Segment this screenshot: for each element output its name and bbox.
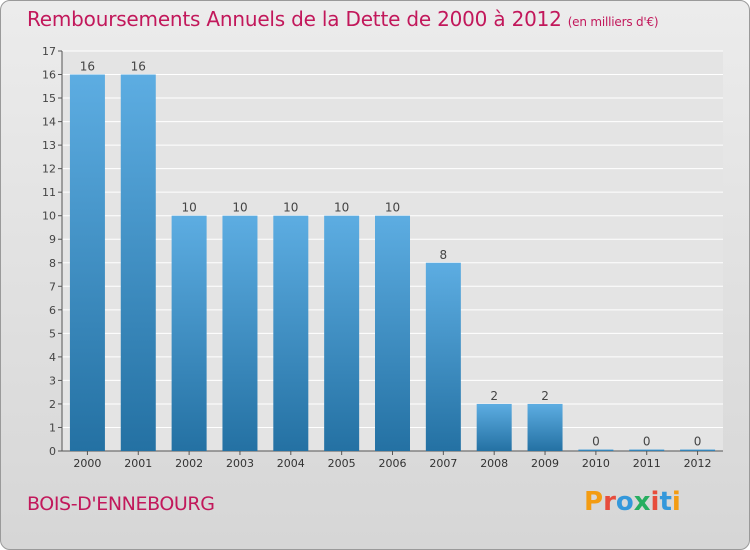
bar-2000: [69, 74, 105, 451]
y-tick-label: 11: [42, 186, 56, 199]
logo-letter: P: [584, 487, 604, 517]
y-tick-label: 5: [49, 327, 56, 340]
data-label: 10: [232, 201, 247, 215]
x-tick-label: 2008: [480, 457, 508, 470]
x-tick-label: 2007: [429, 457, 457, 470]
bar-2008: [476, 403, 512, 451]
y-tick-label: 0: [49, 445, 56, 458]
x-tick-label: 2004: [277, 457, 305, 470]
y-tick-label: 17: [42, 45, 56, 58]
x-tick-label: 2012: [684, 457, 712, 470]
bar-2012: [680, 449, 716, 451]
data-label: 10: [334, 201, 349, 215]
chart-title-text: Remboursements Annuels de la Dette de 20…: [27, 7, 562, 31]
x-tick-label: 2006: [379, 457, 407, 470]
bar-2006: [375, 215, 410, 451]
data-label: 0: [694, 435, 702, 449]
bar-2005: [324, 215, 360, 451]
y-tick-label: 3: [49, 374, 56, 387]
y-tick-label: 9: [49, 233, 56, 246]
x-tick-label: 2002: [175, 457, 203, 470]
logo-letter: r: [603, 487, 616, 517]
logo-letter: t: [659, 487, 672, 517]
data-label: 2: [541, 389, 549, 403]
logo-letter: i: [671, 487, 681, 517]
x-tick-label: 2009: [531, 457, 559, 470]
data-label: 0: [592, 435, 600, 449]
y-tick-label: 4: [49, 351, 56, 364]
bar-2007: [425, 262, 461, 451]
bar-2002: [171, 215, 207, 451]
y-tick-label: 8: [49, 257, 56, 270]
data-label: 10: [283, 201, 298, 215]
bar-2004: [273, 215, 309, 451]
x-tick-label: 2005: [328, 457, 356, 470]
y-tick-label: 13: [42, 139, 56, 152]
y-tick-label: 1: [49, 421, 56, 434]
bar-2001: [120, 74, 156, 451]
data-label: 10: [385, 201, 400, 215]
data-label: 16: [131, 60, 146, 74]
proxiti-logo: Proxiti: [584, 487, 681, 517]
chart-unit: (en milliers d'€): [567, 15, 659, 29]
data-label: 2: [490, 389, 498, 403]
bar-2003: [222, 215, 258, 451]
commune-name: BOIS-D'ENNEBOURG: [27, 493, 215, 515]
data-label: 8: [440, 248, 448, 262]
bar-2009: [527, 403, 563, 451]
data-label: 0: [643, 435, 651, 449]
data-label: 16: [80, 60, 95, 74]
bar-2011: [629, 449, 665, 451]
x-tick-label: 2001: [124, 457, 152, 470]
y-tick-label: 7: [49, 280, 56, 293]
logo-letter: o: [615, 487, 634, 517]
y-tick-label: 14: [42, 116, 56, 129]
y-tick-label: 6: [49, 304, 56, 317]
y-tick-label: 12: [42, 163, 56, 176]
x-tick-label: 2011: [633, 457, 661, 470]
y-tick-label: 16: [42, 69, 56, 82]
logo-letter: i: [650, 487, 660, 517]
logo-letter: x: [633, 487, 651, 517]
y-tick-label: 2: [49, 398, 56, 411]
chart-title: Remboursements Annuels de la Dette de 20…: [27, 7, 659, 31]
y-tick-label: 15: [42, 92, 56, 105]
x-tick-label: 2010: [582, 457, 610, 470]
bar-2010: [578, 449, 614, 451]
data-label: 10: [181, 201, 196, 215]
x-tick-label: 2003: [226, 457, 254, 470]
y-tick-label: 10: [42, 210, 56, 223]
x-tick-label: 2000: [73, 457, 101, 470]
